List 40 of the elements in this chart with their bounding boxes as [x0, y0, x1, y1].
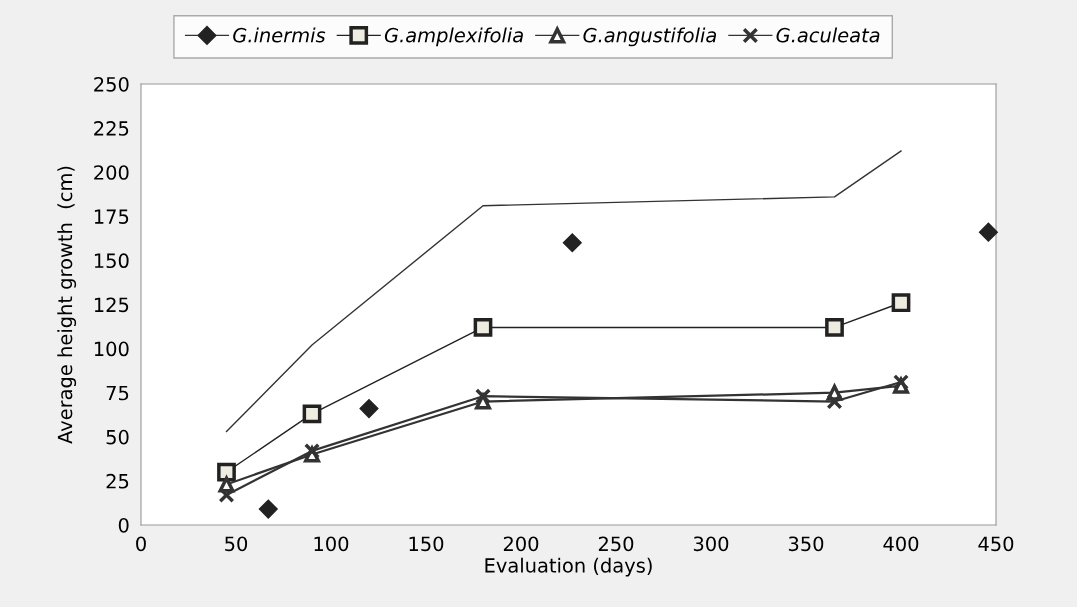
- y-tick-label: 150: [94, 253, 129, 269]
- point: [258, 499, 278, 519]
- x-tick-label: 50: [225, 536, 248, 552]
- line-series: [225, 150, 902, 433]
- point: [825, 318, 844, 337]
- y-tick-label: 25: [106, 473, 129, 489]
- x-tick-label: 0: [136, 536, 146, 552]
- y-tick-label: 100: [94, 341, 129, 357]
- legend-label: G.angustifolia: [583, 27, 717, 47]
- legend-label: G.aculeata: [776, 27, 880, 43]
- legend-label: G.inermis: [233, 27, 326, 43]
- y-tick-label: 200: [94, 165, 129, 180]
- x-tick-label: 250: [598, 536, 634, 552]
- point: [978, 222, 998, 242]
- point: [304, 442, 320, 459]
- y-tick-label: 225: [94, 121, 129, 136]
- point: [359, 399, 379, 419]
- point: [475, 388, 491, 405]
- y-tick-label: 0: [118, 517, 129, 533]
- point: [302, 404, 322, 424]
- point: [217, 462, 236, 482]
- point: [562, 233, 582, 253]
- x-tick-label: 450: [978, 536, 1014, 552]
- y-tick-label: 125: [94, 297, 129, 313]
- x-tick-label: 300: [693, 536, 729, 552]
- y-tick-label: 75: [106, 385, 129, 401]
- x-axis-title: Evaluation (days): [485, 557, 652, 577]
- point: [826, 393, 843, 410]
- x-tick-label: 350: [788, 536, 824, 552]
- x-tick-label: 150: [409, 536, 444, 552]
- point: [473, 318, 493, 337]
- y-tick-label: 175: [94, 209, 129, 224]
- y-tick-label: 250: [94, 76, 129, 92]
- y-tick-label: 50: [106, 429, 129, 445]
- x-tick-label: 200: [503, 536, 539, 552]
- x-tick-label: 400: [883, 536, 919, 552]
- point: [891, 293, 911, 313]
- legend-label: G.amplexifolia: [384, 27, 523, 47]
- y-axis-title: Average height growth (cm): [57, 166, 77, 444]
- x-tick-label: 100: [314, 536, 349, 552]
